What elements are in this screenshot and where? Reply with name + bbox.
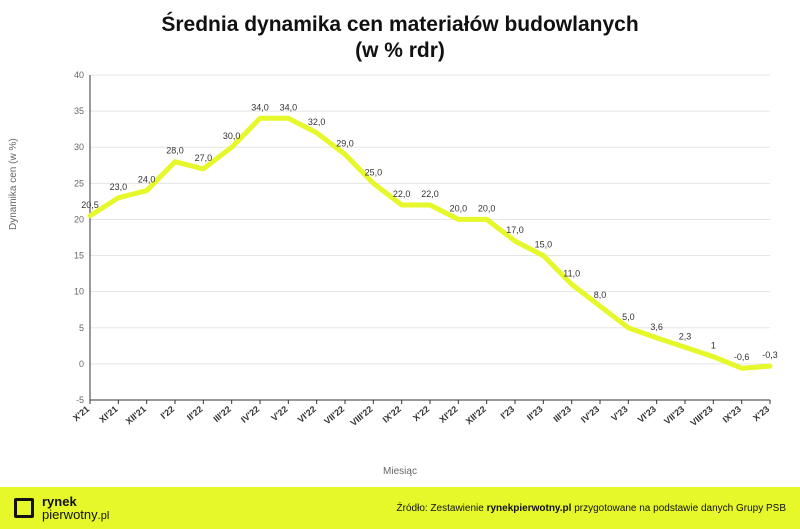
- svg-text:I'22: I'22: [159, 404, 177, 421]
- svg-text:III'23: III'23: [551, 404, 572, 424]
- svg-text:15,0: 15,0: [535, 240, 553, 250]
- svg-text:10: 10: [74, 287, 84, 297]
- svg-text:28,0: 28,0: [166, 146, 184, 156]
- svg-text:VII'22: VII'22: [322, 404, 346, 427]
- svg-text:29,0: 29,0: [336, 138, 354, 148]
- svg-text:-0,6: -0,6: [734, 352, 750, 362]
- brand-pl: .pl: [98, 510, 110, 522]
- svg-text:25: 25: [74, 178, 84, 188]
- svg-text:17,0: 17,0: [506, 225, 524, 235]
- brand-text: rynek pierwotny.pl: [42, 495, 109, 522]
- svg-text:20,0: 20,0: [478, 203, 496, 213]
- svg-text:XII'21: XII'21: [124, 404, 148, 427]
- svg-text:XI'21: XI'21: [97, 404, 119, 425]
- svg-text:IX'23: IX'23: [721, 404, 743, 425]
- svg-text:II'22: II'22: [185, 404, 205, 423]
- svg-text:20,0: 20,0: [450, 203, 468, 213]
- svg-text:5,0: 5,0: [622, 312, 635, 322]
- svg-text:34,0: 34,0: [251, 102, 269, 112]
- svg-text:35: 35: [74, 106, 84, 116]
- y-axis-label: Dynamika cen (w %): [8, 138, 19, 230]
- svg-text:15: 15: [74, 251, 84, 261]
- svg-text:30: 30: [74, 142, 84, 152]
- svg-text:32,0: 32,0: [308, 117, 326, 127]
- source-bold: rynekpierwotny.pl: [487, 503, 572, 514]
- chart-title: Średnia dynamika cen materiałów budowlan…: [0, 12, 800, 65]
- svg-text:40: 40: [74, 70, 84, 80]
- svg-text:II'23: II'23: [525, 404, 545, 423]
- svg-text:IV'23: IV'23: [579, 404, 601, 425]
- svg-text:X'23: X'23: [751, 404, 771, 423]
- svg-text:III'22: III'22: [211, 404, 232, 424]
- svg-text:XI'22: XI'22: [437, 404, 459, 425]
- svg-text:30,0: 30,0: [223, 131, 241, 141]
- svg-text:3,6: 3,6: [650, 322, 663, 332]
- svg-text:XII'22: XII'22: [464, 404, 488, 427]
- chart-area: -5 0 5 10 15 20 25 30 35 40 20,5 23,0 24,0 28,0 27,0 30…: [60, 70, 780, 440]
- source-text: Źródło: Zestawienie rynekpierwotny.pl pr…: [397, 503, 786, 514]
- svg-text:X'22: X'22: [411, 404, 431, 423]
- svg-text:20,5: 20,5: [81, 200, 99, 210]
- svg-text:VI'23: VI'23: [636, 404, 658, 425]
- svg-text:20: 20: [74, 214, 84, 224]
- svg-text:2,3: 2,3: [679, 331, 692, 341]
- svg-text:V'23: V'23: [609, 404, 629, 423]
- svg-text:27,0: 27,0: [195, 153, 213, 163]
- svg-text:25,0: 25,0: [365, 167, 383, 177]
- brand-thin: pierwotny: [42, 507, 98, 522]
- svg-text:5: 5: [79, 323, 84, 333]
- svg-text:24,0: 24,0: [138, 175, 156, 185]
- svg-text:23,0: 23,0: [110, 182, 128, 192]
- brand-logo-icon: [14, 498, 34, 518]
- svg-text:V'22: V'22: [269, 404, 289, 423]
- svg-text:VIII'22: VIII'22: [349, 404, 375, 428]
- svg-text:VII'23: VII'23: [662, 404, 686, 427]
- svg-text:1: 1: [711, 341, 716, 351]
- svg-text:IV'22: IV'22: [239, 404, 261, 425]
- svg-text:VIII'23: VIII'23: [689, 404, 715, 428]
- footer-bar: rynek pierwotny.pl Źródło: Zestawienie r…: [0, 487, 800, 529]
- svg-text:-0,3: -0,3: [762, 350, 778, 360]
- svg-text:IX'22: IX'22: [381, 404, 403, 425]
- svg-text:-5: -5: [76, 395, 84, 405]
- line-chart-svg: -5 0 5 10 15 20 25 30 35 40 20,5 23,0 24,0 28,0 27,0 30…: [60, 70, 780, 440]
- title-line-1: Średnia dynamika cen materiałów budowlan…: [0, 12, 800, 38]
- svg-text:X'21: X'21: [71, 404, 91, 423]
- svg-text:22,0: 22,0: [393, 189, 411, 199]
- source-suffix: przygotowane na podstawie danych Grupy P…: [571, 503, 786, 514]
- svg-text:VI'22: VI'22: [296, 404, 318, 425]
- title-line-2: (w % rdr): [0, 38, 800, 64]
- svg-text:34,0: 34,0: [280, 102, 298, 112]
- svg-text:I'23: I'23: [499, 404, 517, 421]
- svg-text:0: 0: [79, 359, 84, 369]
- svg-text:11,0: 11,0: [563, 268, 580, 278]
- source-prefix: Źródło: Zestawienie: [397, 503, 487, 514]
- x-axis-label: Miesiąc: [0, 466, 800, 477]
- svg-text:22,0: 22,0: [421, 189, 439, 199]
- svg-text:8,0: 8,0: [594, 290, 607, 300]
- brand: rynek pierwotny.pl: [14, 495, 109, 522]
